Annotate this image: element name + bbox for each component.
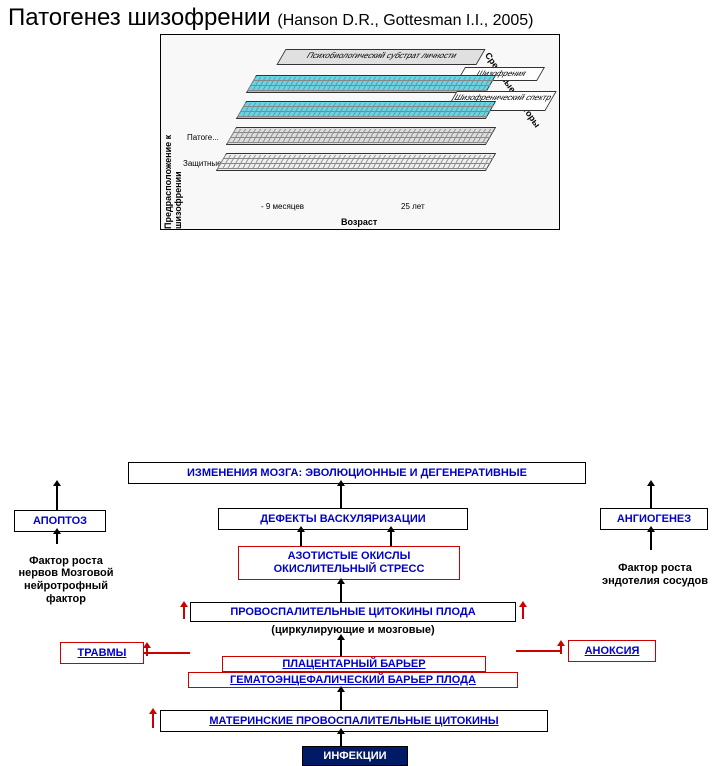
box-barrier2: ГЕМАТОЭНЦЕФАЛИЧЕСКИЙ БАРЬЕР ПЛОДА [188,672,518,688]
box-anoxia: АНОКСИЯ [568,640,656,662]
chart-grid [217,155,495,169]
arrow-up [560,646,562,654]
chart-grid [237,103,495,117]
arrow-up [183,607,185,619]
box-label: АЗОТИСТЫЕ ОКИСЛЫ ОКИСЛИТЕЛЬНЫЙ СТРЕСС [243,550,455,575]
arrow-up [340,486,342,508]
arrow-up [390,532,392,546]
arrow-up [56,486,58,510]
box-label: Фактор роста нервов Мозговой нейротрофны… [10,555,122,606]
box-trauma: ТРАВМЫ [60,642,144,664]
box-label: ТРАВМЫ [78,647,127,660]
arrow-up [340,640,342,656]
pathogenesis-3d-chart: Предрасположение к шизофрении Средовые ф… [160,34,560,230]
box-brain: ИЗМЕНЕНИЯ МОЗГА: ЭВОЛЮЦИОННЫЕ И ДЕГЕНЕРА… [128,462,586,484]
connector [144,652,190,654]
axis-left-label: Предрасположение к шизофрении [163,75,183,229]
chart-grid [247,77,495,91]
box-label: (циркулирующие и мозговые) [271,624,434,637]
box-label: Фактор роста эндотелия сосудов [600,562,710,587]
box-growthR: Фактор роста эндотелия сосудов [596,550,714,600]
axis-bottom-label: Возраст [341,217,377,227]
arrow-up [650,532,652,550]
connector [516,650,560,652]
box-label: ДЕФЕКТЫ ВАСКУЛЯРИЗАЦИИ [260,513,425,526]
box-mat: МАТЕРИНСКИЕ ПРОВОСПАЛИТЕЛЬНЫЕ ЦИТОКИНЫ [160,710,548,732]
row-protect: Защитные [183,159,222,168]
tick-right: 25 лет [401,202,425,211]
arrow-up [340,584,342,602]
box-nitro: АЗОТИСТЫЕ ОКИСЛЫ ОКИСЛИТЕЛЬНЫЙ СТРЕСС [238,546,460,580]
box-label: АНОКСИЯ [585,645,640,658]
box-label: ПРОВОСПАЛИТЕЛЬНЫЕ ЦИТОКИНЫ ПЛОДА [230,606,475,619]
citation: (Hanson D.R., Gottesman I.I., 2005) [277,12,533,29]
box-vasc: ДЕФЕКТЫ ВАСКУЛЯРИЗАЦИИ [218,508,468,530]
axis-right-label: Средовые факторы [483,51,542,130]
box-label: ГЕМАТОЭНЦЕФАЛИЧЕСКИЙ БАРЬЕР ПЛОДА [230,674,476,687]
arrow-up [650,486,652,508]
box-label: АНГИОГЕНЕЗ [617,513,691,526]
title-text: Патогенез шизофрении [8,4,271,31]
row-patoge: Патоге... [187,133,219,142]
page-title: Патогенез шизофрении (Hanson D.R., Gotte… [0,0,720,34]
box-label: МАТЕРИНСКИЕ ПРОВОСПАЛИТЕЛЬНЫЕ ЦИТОКИНЫ [209,715,498,728]
arrow-up [340,734,342,746]
box-barrier1: ПЛАЦЕНТАРНЫЙ БАРЬЕР [222,656,486,672]
chart-grid [227,129,495,143]
arrow-up [340,692,342,710]
box-cytoSub: (циркулирующие и мозговые) [250,622,456,638]
tick-left: - 9 месяцев [261,202,304,211]
chart-layer: Психобиологический субстрат личности [276,49,485,65]
box-label: ИЗМЕНЕНИЯ МОЗГА: ЭВОЛЮЦИОННЫЕ И ДЕГЕНЕРА… [187,467,527,480]
box-cyto: ПРОВОСПАЛИТЕЛЬНЫЕ ЦИТОКИНЫ ПЛОДА [190,602,516,622]
arrow-up [152,714,154,728]
box-label: ИНФЕКЦИИ [323,750,386,763]
arrow-up [522,607,524,619]
box-growthL: Фактор роста нервов Мозговой нейротрофны… [6,542,126,618]
box-label: ПЛАЦЕНТАРНЫЙ БАРЬЕР [282,658,425,671]
box-inf: ИНФЕКЦИИ [302,746,408,766]
arrow-up [300,532,302,546]
box-label: АПОПТОЗ [33,515,87,528]
arrow-up [56,534,58,544]
